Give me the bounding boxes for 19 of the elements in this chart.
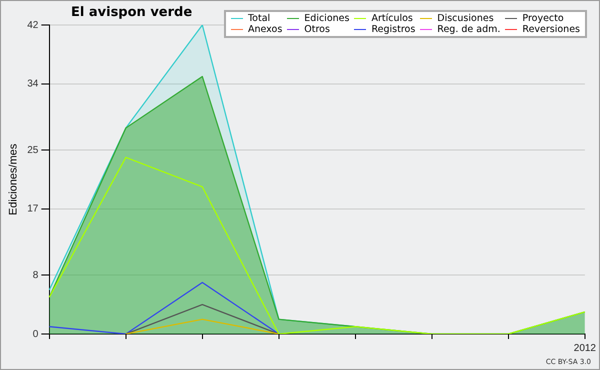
legend-label: Registros: [370, 24, 416, 35]
legend-label: Otros: [303, 24, 331, 35]
chart-title: El avispon verde: [71, 5, 192, 20]
legend-label: Artículos: [370, 13, 414, 24]
legend-label: Ediciones: [303, 13, 350, 24]
legend-label: Reg. de adm.: [436, 24, 500, 35]
y-tick-label: 17: [27, 204, 39, 215]
y-tick-label: 42: [27, 20, 39, 31]
legend-label: Discusiones: [436, 13, 495, 24]
y-tick-label: 8: [32, 270, 39, 281]
y-tick-label: 34: [27, 78, 39, 90]
y-tick-label: 25: [27, 144, 39, 156]
legend-label: Reversiones: [521, 24, 580, 35]
legend-label: Proyecto: [521, 13, 565, 24]
legend-label: Anexos: [246, 24, 282, 35]
y-axis-title: Ediciones/mes: [8, 143, 20, 216]
legend-label: Total: [246, 13, 272, 24]
x-tick-label: 2012: [574, 342, 596, 354]
y-tick-label: 0: [32, 328, 39, 340]
